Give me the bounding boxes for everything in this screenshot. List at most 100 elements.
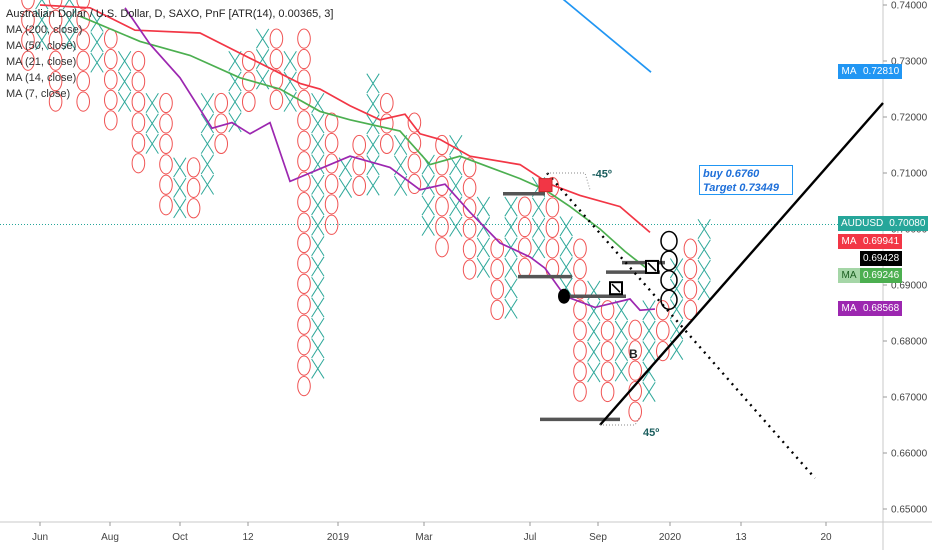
pnf-x-box — [311, 338, 325, 359]
pnf-x-box — [421, 195, 435, 216]
x-tick-label: 12 — [242, 532, 254, 543]
pnf-x-box — [283, 71, 297, 92]
pnf-x-box — [366, 155, 380, 176]
pnf-o-box — [159, 174, 173, 195]
pnf-o-box — [352, 134, 367, 156]
pnf-o-box — [435, 196, 449, 217]
y-tick-label: 0.74000 — [891, 1, 928, 12]
pnf-x-box — [421, 215, 435, 236]
pnf-x-box — [338, 177, 353, 198]
pnf-o-box — [683, 238, 698, 259]
pnf-o-box — [545, 238, 560, 259]
pnf-o-box — [683, 299, 698, 321]
target-text: Target 0.73449 — [703, 182, 780, 194]
pnf-x-box — [311, 93, 325, 113]
pnf-o-box — [545, 197, 560, 218]
ma-line-7 — [124, 7, 656, 312]
pnf-o-box — [462, 259, 477, 280]
pnf-x-box — [421, 175, 435, 196]
pnf-o-box — [297, 294, 311, 315]
marker-black-circle — [660, 269, 678, 291]
pnf-x-box — [228, 51, 242, 71]
pnf-o-box — [545, 217, 560, 239]
pnf-o-box — [269, 89, 284, 111]
legend-ma-200[interactable]: MA (200, close) — [6, 24, 83, 36]
pnf-o-box — [297, 48, 311, 70]
pnf-o-box — [269, 69, 284, 90]
pnf-o-box — [683, 258, 698, 280]
pnf-x-box — [311, 215, 325, 236]
pnf-o-box — [104, 69, 118, 90]
pnf-o-box — [297, 171, 311, 192]
legend-ma-50[interactable]: MA (50, close) — [6, 40, 77, 52]
pnf-o-box — [518, 257, 532, 279]
pnf-o-box — [159, 195, 173, 216]
pnf-o-box — [407, 153, 422, 174]
pnf-o-box — [324, 153, 339, 174]
pnf-o-box — [242, 91, 256, 112]
pnf-o-box — [131, 153, 146, 174]
buy-target-annotation[interactable]: buy 0.6760 Target 0.73449 — [699, 165, 793, 195]
pnf-o-box — [573, 299, 587, 321]
pnf-x-box — [200, 93, 215, 113]
pnf-o-box — [656, 320, 670, 341]
pnf-x-box — [449, 135, 463, 155]
pnf-o-box — [104, 89, 118, 111]
pnf-x-box — [614, 341, 629, 362]
pnf-o-box — [104, 110, 118, 131]
pnf-o-box — [297, 28, 311, 49]
pnf-x-box — [283, 51, 297, 71]
pnf-o-box — [76, 50, 90, 71]
pnf-o-box — [462, 177, 477, 198]
pnf-x-box — [90, 32, 104, 53]
pnf-o-box — [48, 30, 63, 51]
pnf-o-box — [628, 401, 643, 422]
pnf-o-box — [131, 71, 146, 92]
pnf-x-box — [90, 52, 104, 73]
pnf-o-box — [462, 239, 477, 260]
legend-ma-14[interactable]: MA (14, close) — [6, 72, 77, 84]
pnf-x-box — [587, 301, 601, 322]
pnf-o-box — [573, 361, 587, 382]
pnf-o-box — [269, 48, 284, 70]
price-label-value: 0.69941 — [860, 234, 903, 249]
pnf-o-box — [407, 112, 422, 133]
pnf-x-box — [228, 112, 242, 133]
pnf-o-box — [573, 238, 587, 259]
pnf-o-box — [104, 48, 118, 70]
pnf-o-box — [324, 194, 339, 215]
pnf-x-box — [366, 73, 380, 94]
pnf-x-box — [311, 358, 325, 379]
x-tick-label: 2020 — [659, 532, 682, 543]
pnf-o-box — [380, 92, 394, 114]
pnf-o-box — [435, 155, 449, 176]
pnf-o-box — [297, 89, 311, 111]
pnf-x-box — [366, 134, 380, 155]
y-tick-label: 0.68000 — [891, 337, 928, 348]
marker-black-circle — [660, 230, 678, 252]
pnf-x-box — [531, 217, 546, 238]
pnf-o-box — [297, 232, 311, 254]
pnf-x-box — [559, 216, 573, 237]
pnf-x-box — [35, 30, 49, 51]
pnf-x-box — [228, 91, 242, 112]
marker-box-1-cross — [611, 283, 621, 293]
chart-legend: Australian Dollar / U.S. Dollar, D, SAXO… — [6, 6, 333, 102]
pnf-x-box — [173, 157, 187, 178]
pnf-x-box — [504, 196, 518, 217]
pnf-x-box — [504, 298, 518, 319]
pnf-x-box — [200, 154, 215, 175]
pnf-x-box — [117, 71, 132, 92]
pnf-x-box — [504, 278, 518, 299]
legend-ma-7[interactable]: MA (7, close) — [6, 88, 71, 100]
pnf-x-box — [476, 196, 491, 217]
pnf-x-box — [614, 320, 629, 341]
ma-line-50 — [39, 4, 651, 234]
pnf-x-box — [697, 259, 711, 280]
legend-ma-21[interactable]: MA (21, close) — [6, 56, 77, 68]
pnf-o-box — [297, 253, 311, 274]
pnf-x-box — [311, 195, 325, 216]
x-tick-label: Jul — [524, 532, 537, 543]
marker-box-2-cross — [647, 262, 657, 272]
